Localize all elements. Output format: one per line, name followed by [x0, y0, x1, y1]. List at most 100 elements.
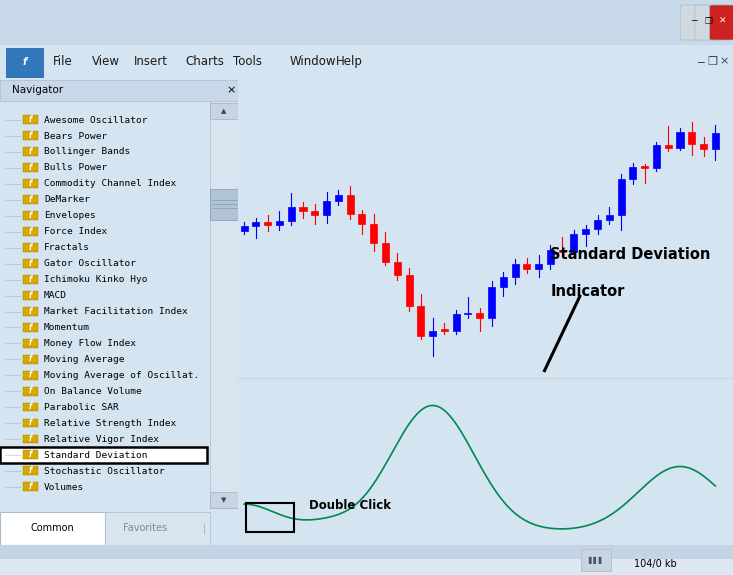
Text: Fractals: Fractals — [44, 243, 90, 252]
Bar — [23, 179, 38, 188]
Text: ▌▌▌: ▌▌▌ — [588, 557, 604, 564]
Bar — [630, 167, 636, 179]
Text: f: f — [29, 306, 32, 316]
Bar — [23, 435, 38, 443]
Bar — [0, 545, 733, 558]
Text: ×: × — [226, 86, 236, 95]
Text: Awesome Oscillator: Awesome Oscillator — [44, 116, 147, 125]
Text: ▲: ▲ — [221, 108, 226, 114]
Bar — [210, 101, 238, 508]
Bar — [23, 402, 38, 412]
Text: f: f — [29, 386, 32, 396]
Bar — [0, 558, 733, 575]
Text: f: f — [29, 115, 32, 124]
Text: File: File — [53, 55, 73, 68]
Bar — [23, 275, 38, 284]
Bar — [677, 132, 683, 148]
Bar — [23, 211, 38, 220]
Text: f: f — [29, 179, 32, 188]
Text: Bears Power: Bears Power — [44, 132, 107, 140]
Text: f: f — [29, 131, 32, 140]
Text: f: f — [29, 323, 32, 332]
Bar — [23, 131, 38, 140]
Bar — [240, 225, 248, 231]
Text: f: f — [29, 195, 32, 204]
Text: ×: × — [720, 57, 729, 67]
Text: Bollinger Bands: Bollinger Bands — [44, 147, 130, 156]
Text: Standard Deviation: Standard Deviation — [44, 451, 147, 459]
Text: f: f — [29, 434, 32, 443]
Bar — [23, 371, 38, 380]
FancyBboxPatch shape — [710, 5, 733, 40]
Text: Commodity Channel Index: Commodity Channel Index — [44, 179, 177, 189]
Text: f: f — [29, 147, 32, 156]
Bar — [335, 195, 342, 201]
Bar — [23, 355, 38, 363]
Text: ▼: ▼ — [221, 497, 226, 503]
Text: Favorites: Favorites — [123, 523, 167, 533]
Bar — [23, 419, 38, 427]
Bar — [559, 250, 566, 251]
Text: f: f — [22, 57, 26, 67]
Text: Force Index: Force Index — [44, 227, 107, 236]
Bar — [488, 287, 495, 318]
Bar — [23, 227, 38, 236]
Text: f: f — [29, 450, 32, 459]
Text: Parabolic SAR: Parabolic SAR — [44, 402, 119, 412]
Text: Gator Oscillator: Gator Oscillator — [44, 259, 136, 268]
Text: f: f — [29, 243, 32, 252]
Bar — [665, 145, 671, 148]
Bar — [512, 264, 518, 278]
Text: Moving Average of Oscillat.: Moving Average of Oscillat. — [44, 371, 199, 380]
Text: Insert: Insert — [134, 55, 168, 68]
Bar — [581, 549, 611, 572]
Bar — [405, 275, 413, 306]
Bar — [394, 262, 401, 275]
Bar — [0, 447, 207, 463]
Text: Market Facilitation Index: Market Facilitation Index — [44, 307, 188, 316]
Bar — [382, 243, 389, 262]
Text: f: f — [29, 163, 32, 172]
Bar — [105, 512, 210, 545]
Text: f: f — [29, 370, 32, 380]
Text: f: f — [29, 482, 32, 491]
Text: f: f — [29, 354, 32, 363]
Bar — [312, 211, 318, 215]
Bar — [23, 450, 38, 459]
Text: ─: ─ — [691, 17, 696, 26]
Text: ❒: ❒ — [707, 57, 718, 67]
Text: 104/0 kb: 104/0 kb — [634, 558, 677, 569]
Bar — [210, 104, 238, 118]
Text: Bulls Power: Bulls Power — [44, 163, 107, 172]
Text: Double Click: Double Click — [309, 499, 391, 512]
Text: Momentum: Momentum — [44, 323, 90, 332]
Bar — [547, 250, 554, 263]
Text: f: f — [29, 275, 32, 283]
Text: Common: Common — [31, 523, 74, 533]
Bar — [246, 503, 294, 532]
Bar — [417, 306, 424, 336]
Text: Money Flow Index: Money Flow Index — [44, 339, 136, 348]
Bar — [23, 466, 38, 476]
Bar — [641, 166, 648, 168]
FancyBboxPatch shape — [695, 5, 722, 40]
Bar — [370, 224, 377, 243]
Text: f: f — [29, 259, 32, 268]
Text: f: f — [29, 290, 32, 300]
Bar — [347, 195, 354, 214]
Text: Charts: Charts — [185, 55, 224, 68]
Text: View: View — [92, 55, 119, 68]
Bar — [712, 133, 719, 148]
Bar — [23, 195, 38, 204]
Text: Volumes: Volumes — [44, 482, 84, 492]
Bar — [476, 313, 483, 318]
Bar — [264, 223, 271, 225]
Text: f: f — [29, 402, 32, 411]
Bar — [617, 179, 625, 215]
Bar — [605, 215, 613, 220]
Bar — [287, 207, 295, 221]
Text: DeMarker: DeMarker — [44, 196, 90, 204]
Bar — [0, 512, 105, 545]
Bar — [276, 221, 283, 225]
Text: f: f — [29, 339, 32, 347]
